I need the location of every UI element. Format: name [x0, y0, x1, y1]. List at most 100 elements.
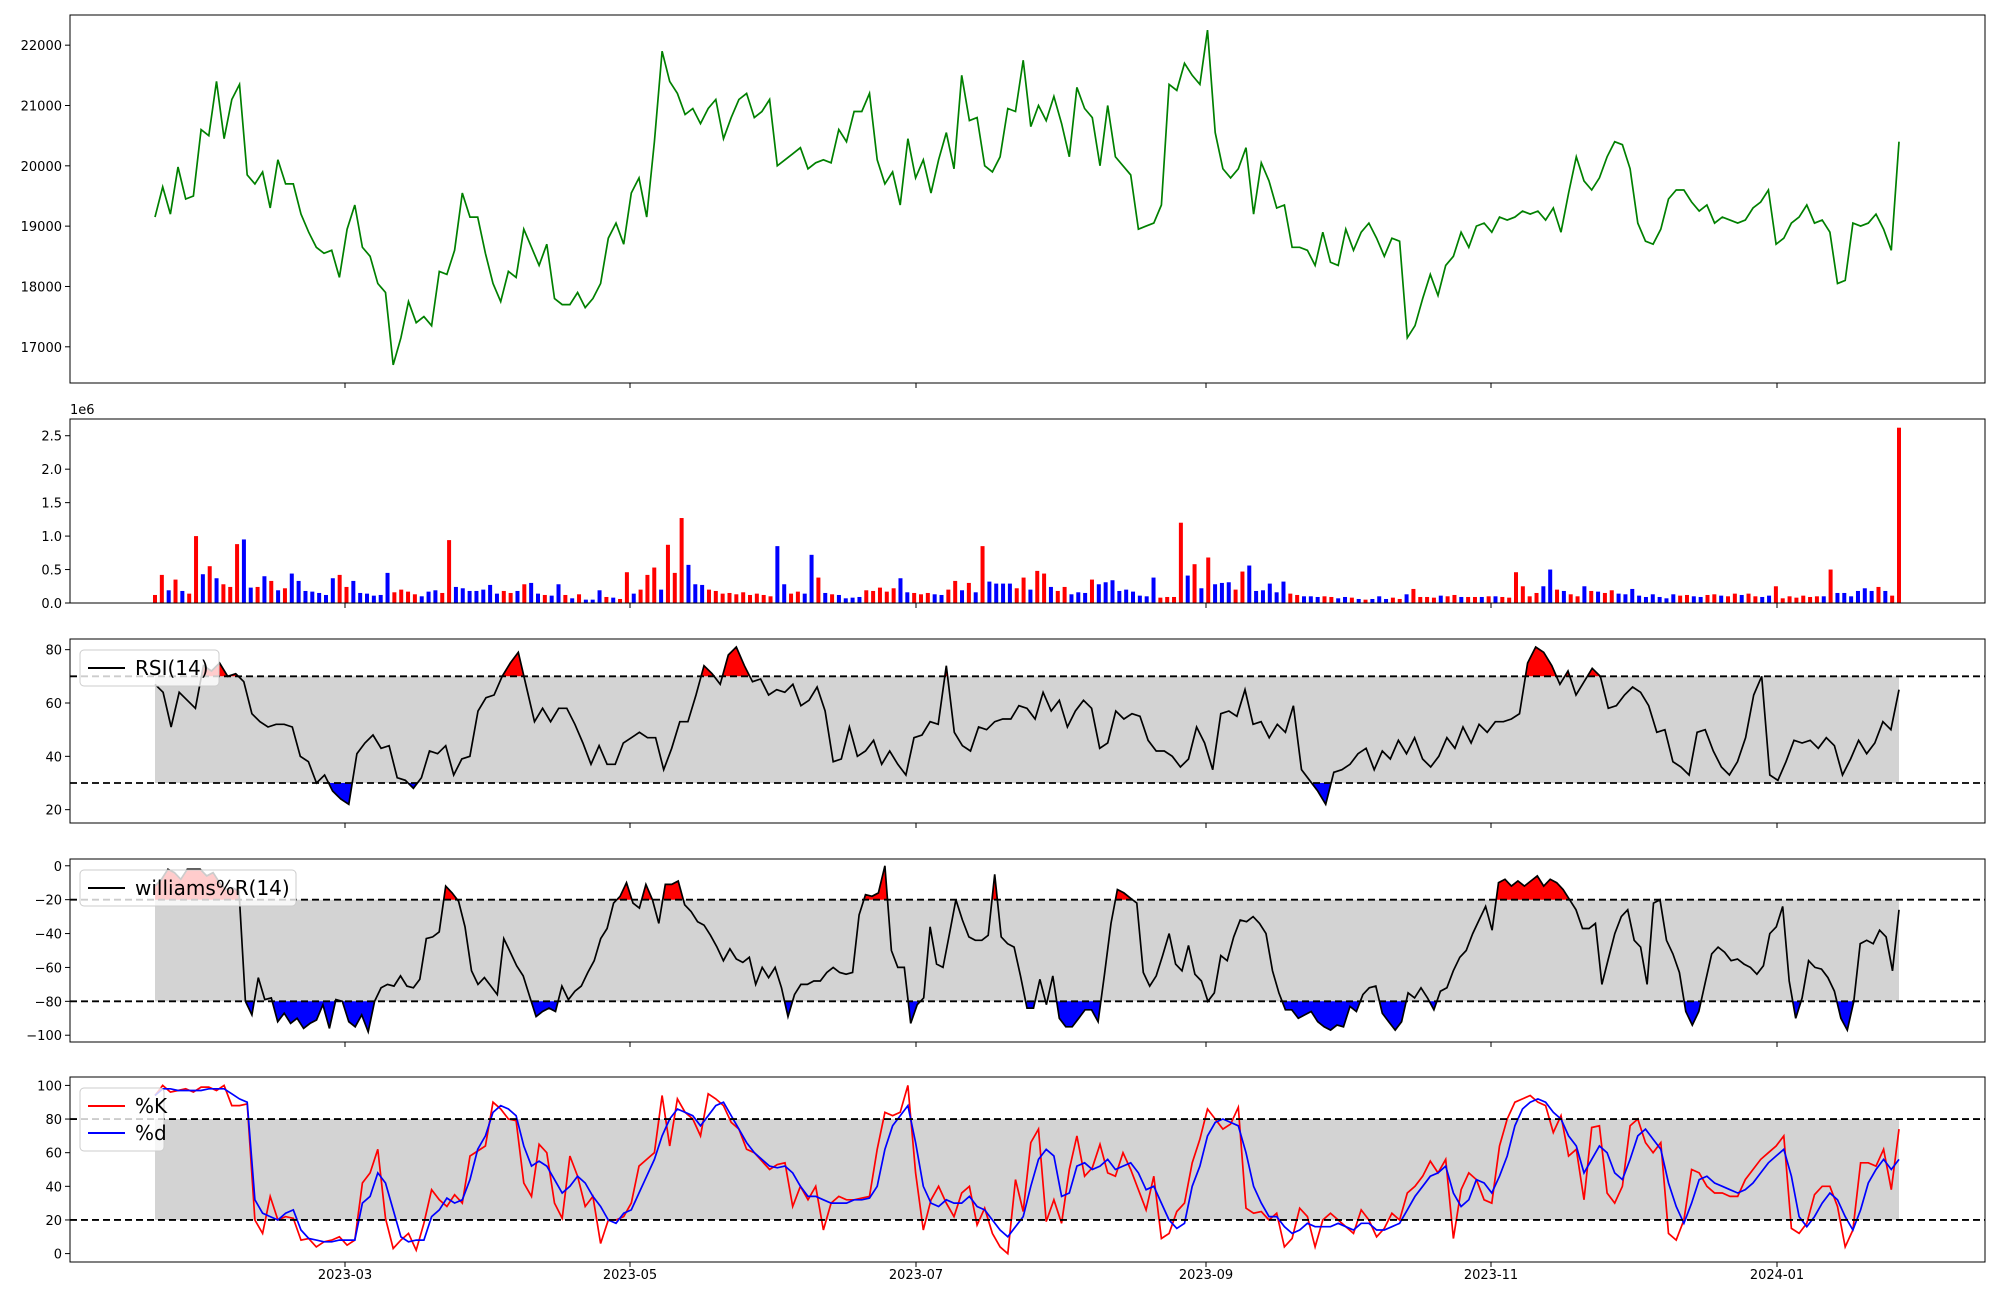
- volume-bar: [1185, 575, 1190, 603]
- volume-bar: [1438, 595, 1443, 603]
- volume-bar: [1780, 598, 1785, 603]
- volume-bar: [898, 578, 903, 603]
- volume-bar: [1083, 592, 1088, 603]
- volume-bar: [665, 544, 670, 603]
- axes-frame: [69, 1076, 1986, 1263]
- williams-y-tick-label: −100: [26, 1029, 62, 1044]
- volume-bar: [1849, 596, 1854, 603]
- volume-bar: [1883, 590, 1888, 603]
- volume-bar: [262, 576, 267, 603]
- volume-bar: [1855, 590, 1860, 603]
- legend-box: [79, 649, 220, 687]
- volume-bar: [768, 596, 773, 603]
- volume-bar: [1684, 594, 1689, 603]
- volume-bar: [1288, 593, 1293, 603]
- volume-bar: [392, 592, 397, 603]
- axes-frame: [69, 418, 1986, 604]
- volume-bar: [939, 594, 944, 603]
- volume-bar: [173, 579, 178, 603]
- volume-bar: [378, 594, 383, 603]
- volume-bar: [1890, 595, 1895, 603]
- volume-bar: [713, 590, 718, 603]
- volume-bar: [1602, 592, 1607, 603]
- volume-bar: [1226, 582, 1231, 603]
- volume-bar: [1637, 595, 1642, 603]
- stochastic-y-tick-label: 20: [45, 1214, 62, 1229]
- williams-y-tick-label: −40: [35, 928, 62, 943]
- price-line: [154, 29, 1900, 366]
- volume-bar: [672, 572, 677, 603]
- x-axis: 2023-03 2023-05 2023-07 2023-09 2023-11 …: [318, 1268, 1804, 1283]
- williams-oversold-fill: [1056, 1001, 1101, 1027]
- volume-bar: [1452, 594, 1457, 603]
- volume-bar: [166, 590, 171, 603]
- volume-bar: [686, 564, 691, 603]
- volume-bar: [1835, 592, 1840, 603]
- volume-bar: [1698, 596, 1703, 603]
- volume-bar: [1240, 571, 1245, 603]
- x-tick-label: 2023-07: [889, 1268, 943, 1283]
- volume-bar: [214, 578, 219, 603]
- volume-bar: [611, 597, 616, 603]
- axes-frame: [69, 14, 1986, 384]
- volume-bar: [535, 593, 540, 603]
- volume-bar: [720, 593, 725, 603]
- volume-bar: [412, 594, 417, 603]
- volume-bar: [1897, 427, 1901, 603]
- volume-bar: [1486, 596, 1491, 603]
- volume-bar: [1507, 597, 1512, 603]
- volume-y-tick-label: 0.0: [41, 597, 62, 612]
- volume-bar: [1582, 586, 1587, 603]
- rsi-overbought-fill: [1525, 647, 1557, 677]
- rsi-oversold-fill: [328, 783, 353, 805]
- volume-bar: [700, 584, 705, 603]
- volume-bar: [918, 594, 923, 603]
- volume-bar: [754, 593, 759, 603]
- volume-bar: [481, 589, 486, 603]
- volume-bar: [1247, 565, 1252, 603]
- volume-bar: [871, 590, 876, 603]
- williams-line: [154, 865, 1900, 1035]
- volume-bar: [1589, 590, 1594, 603]
- williams-band: [155, 899, 1899, 1002]
- volume-bar: [1466, 596, 1471, 603]
- volume-bar: [905, 592, 910, 603]
- volume-bar: [795, 591, 800, 603]
- stochastic-y-tick-label: 100: [37, 1079, 62, 1094]
- volume-bar: [1110, 580, 1115, 603]
- volume-bar: [248, 587, 253, 603]
- volume-bar: [351, 580, 356, 603]
- volume-bar: [1260, 590, 1265, 603]
- volume-bar: [269, 580, 274, 603]
- volume-bar: [1329, 596, 1334, 603]
- price-y-tick-label: 17000: [21, 341, 62, 356]
- volume-bar: [1055, 590, 1060, 603]
- volume-bar: [1048, 586, 1053, 603]
- volume-bar: [597, 590, 602, 603]
- volume-bar: [1534, 592, 1539, 603]
- volume-bar: [1377, 596, 1382, 603]
- legend-box: [79, 1087, 165, 1152]
- volume-bar: [358, 592, 363, 603]
- volume-bar: [782, 584, 787, 603]
- volume-bar: [200, 574, 205, 603]
- williams-overbought-fill: [662, 881, 684, 900]
- williams-overbought-fill: [863, 865, 888, 900]
- volume-bar: [1199, 588, 1204, 603]
- williams-oversold-fill: [1684, 1001, 1701, 1026]
- volume-bar: [296, 580, 301, 603]
- volume-bar: [1732, 593, 1737, 603]
- volume-bar: [282, 588, 287, 603]
- volume-bar: [1356, 598, 1361, 603]
- stochastic-panel: 0 20 40 60 80 100 %K %d: [37, 1076, 1986, 1267]
- volume-bar: [1609, 590, 1614, 603]
- axes-frame: [69, 638, 1986, 824]
- volume-bar: [207, 566, 212, 603]
- volume-bar: [1076, 592, 1081, 603]
- volume-bar: [1500, 596, 1505, 603]
- williams-y-tick-label: 0: [54, 860, 62, 875]
- volume-bar: [508, 592, 513, 603]
- williams-oversold-fill: [1836, 1001, 1854, 1031]
- williams-oversold-fill: [1379, 1001, 1407, 1031]
- volume-bar: [1014, 588, 1019, 603]
